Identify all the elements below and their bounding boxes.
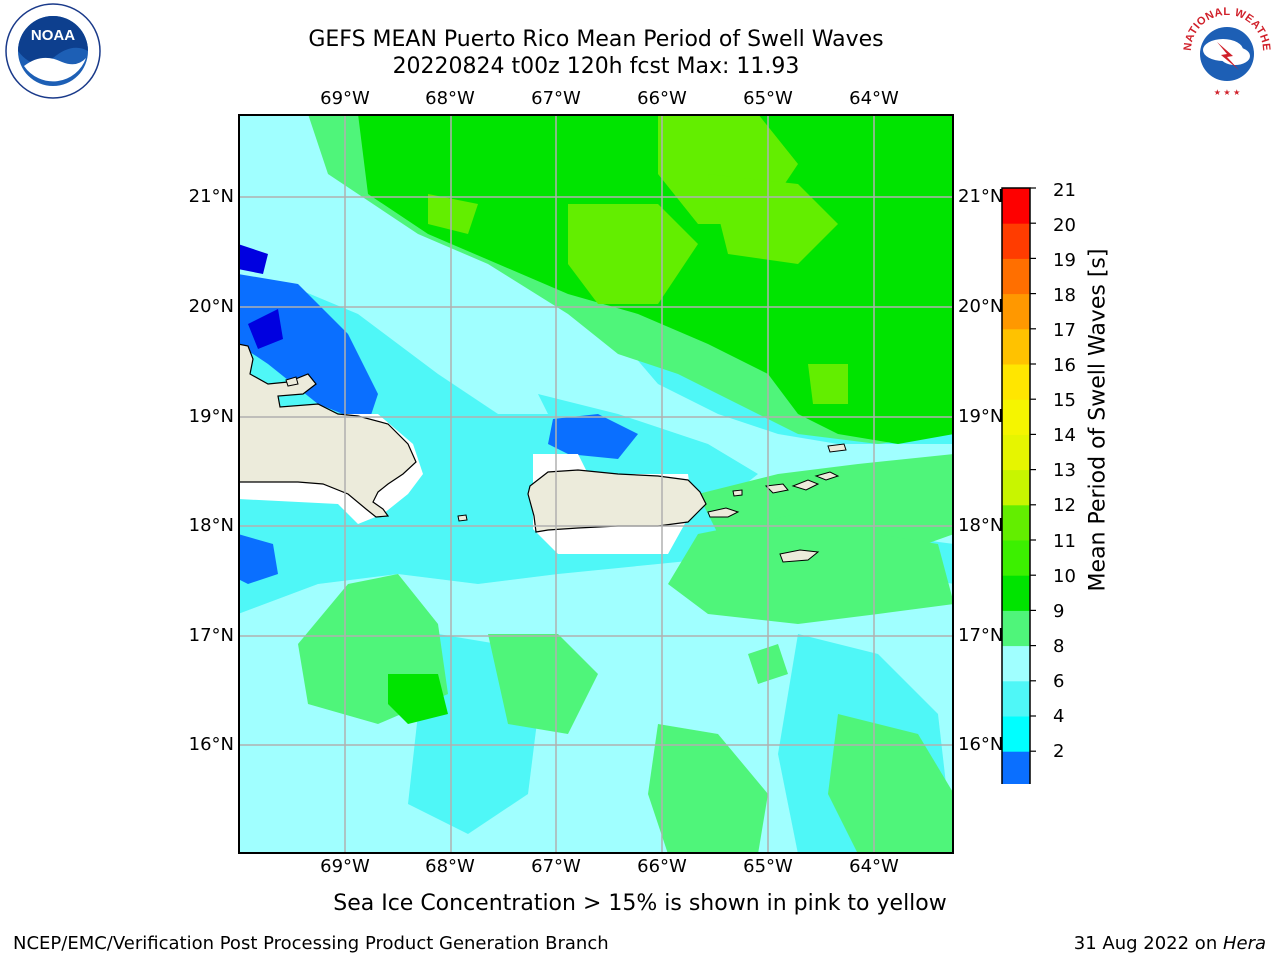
field-11-12 bbox=[568, 204, 698, 304]
lat-label: 21°N bbox=[188, 186, 234, 207]
field-9-10 bbox=[488, 634, 598, 734]
lon-label: 66°W bbox=[637, 856, 687, 877]
lon-label: 68°W bbox=[425, 856, 475, 877]
lon-label: 64°W bbox=[849, 88, 899, 109]
lon-label: 66°W bbox=[637, 88, 687, 109]
land-island bbox=[827, 443, 847, 453]
map-border bbox=[238, 114, 954, 854]
sea-ice-caption: Sea Ice Concentration > 15% is shown in … bbox=[333, 891, 947, 916]
land-hispaniola bbox=[238, 343, 417, 518]
field-2-4 bbox=[238, 534, 278, 584]
lat-label: 18°N bbox=[188, 515, 234, 536]
lon-label: 64°W bbox=[849, 856, 899, 877]
lon-label: 69°W bbox=[320, 856, 370, 877]
noaa-logo-text: NOAA bbox=[31, 27, 75, 44]
lat-label: 19°N bbox=[188, 406, 234, 427]
colorbar-segment bbox=[1002, 399, 1030, 435]
colorbar-segment bbox=[1002, 434, 1030, 471]
field-2-4 bbox=[548, 414, 638, 459]
colorbar-segment bbox=[1002, 504, 1030, 541]
colorbar-tick-label: 4 bbox=[1053, 706, 1065, 727]
footer-date: 31 Aug 2022 on Hera bbox=[1074, 933, 1266, 954]
noaa-logo: NOAA bbox=[5, 3, 101, 99]
lat-label: 18°N bbox=[958, 515, 1004, 536]
colorbar-segment bbox=[1002, 645, 1030, 682]
lat-label: 20°N bbox=[188, 296, 234, 317]
colorbar-segment bbox=[1002, 469, 1030, 506]
lat-label: 21°N bbox=[958, 186, 1004, 207]
colorbar-segment bbox=[1002, 328, 1030, 365]
lat-label: 16°N bbox=[188, 734, 234, 755]
field-9-10 bbox=[668, 514, 954, 624]
land-island bbox=[457, 514, 468, 522]
field-11-12 bbox=[428, 194, 478, 234]
lon-label: 67°W bbox=[531, 856, 581, 877]
land-island bbox=[814, 471, 840, 481]
colorbar-segment bbox=[1002, 258, 1030, 295]
colorbar-tick-label: 18 bbox=[1053, 285, 1076, 306]
graticule bbox=[238, 114, 954, 854]
colorbar-tick-label: 2 bbox=[1053, 741, 1065, 762]
colorbar-tick-label: 19 bbox=[1053, 250, 1076, 271]
lon-label: 65°W bbox=[743, 856, 793, 877]
national-weather-service-logo: NATIONAL WEATHER SERVICE ★ ★ ★ bbox=[1177, 2, 1273, 97]
colorbar-segment bbox=[1002, 223, 1030, 259]
colorbar-segment bbox=[1002, 575, 1030, 611]
colorbar-tick-label: 10 bbox=[1053, 566, 1076, 587]
colorbar-segment bbox=[1002, 364, 1030, 400]
colorbar-tick-label: 17 bbox=[1053, 320, 1076, 341]
lon-label: 67°W bbox=[531, 88, 581, 109]
colorbar-tick-label: 12 bbox=[1053, 495, 1076, 516]
field-0-2 bbox=[238, 244, 268, 274]
lon-label: 65°W bbox=[743, 88, 793, 109]
svg-text:★ ★ ★: ★ ★ ★ bbox=[1214, 88, 1241, 97]
colorbar-title: Mean Period of Swell Waves [s] bbox=[1085, 248, 1111, 592]
field-0-2 bbox=[248, 309, 283, 349]
lon-label: 69°W bbox=[320, 88, 370, 109]
lat-label: 19°N bbox=[958, 406, 1004, 427]
colorbar bbox=[1001, 187, 1036, 784]
footer-branch: NCEP/EMC/Verification Post Processing Pr… bbox=[13, 933, 609, 954]
field-10-11 bbox=[388, 674, 448, 724]
land-island bbox=[285, 376, 299, 387]
colorbar-tick-label: 11 bbox=[1053, 531, 1076, 552]
colorbar-segment bbox=[1002, 188, 1030, 224]
land-puerto-rico bbox=[527, 469, 707, 533]
field-9-10 bbox=[648, 724, 768, 854]
land-island bbox=[732, 489, 743, 497]
land-island bbox=[791, 479, 820, 491]
footer-machine: Hera bbox=[1222, 933, 1266, 954]
lat-label: 16°N bbox=[958, 734, 1004, 755]
lat-label: 17°N bbox=[958, 625, 1004, 646]
colorbar-segment bbox=[1002, 680, 1030, 717]
field-11-12 bbox=[808, 364, 848, 404]
colorbar-tick-label: 6 bbox=[1053, 671, 1065, 692]
colorbar-segment bbox=[1002, 751, 1030, 784]
title-line-2: 20220824 t00z 120h fcst Max: 11.93 bbox=[392, 54, 800, 79]
colorbar-segment bbox=[1002, 610, 1030, 647]
title-line-1: GEFS MEAN Puerto Rico Mean Period of Swe… bbox=[308, 27, 884, 52]
lon-label: 68°W bbox=[425, 88, 475, 109]
colorbar-tick-label: 21 bbox=[1053, 180, 1076, 201]
lat-label: 20°N bbox=[958, 296, 1004, 317]
land-island bbox=[764, 483, 789, 494]
colorbar-tick-label: 14 bbox=[1053, 425, 1076, 446]
colorbar-tick-label: 20 bbox=[1053, 215, 1076, 236]
colorbar-tick-label: 15 bbox=[1053, 390, 1076, 411]
swell-period-map bbox=[238, 114, 954, 854]
colorbar-segment bbox=[1002, 293, 1030, 330]
colorbar-tick-label: 16 bbox=[1053, 355, 1076, 376]
colorbar-segment bbox=[1002, 716, 1030, 752]
land-island bbox=[707, 507, 740, 518]
land-island bbox=[779, 549, 820, 563]
field-9-10 bbox=[828, 714, 954, 854]
colorbar-tick-label: 13 bbox=[1053, 460, 1076, 481]
colorbar-segment bbox=[1002, 540, 1030, 576]
footer-date-text: 31 Aug 2022 on bbox=[1073, 933, 1223, 954]
lat-label: 17°N bbox=[188, 625, 234, 646]
colorbar-frame bbox=[1001, 187, 1031, 784]
colorbar-tick-label: 9 bbox=[1053, 601, 1065, 622]
colorbar-tick-label: 8 bbox=[1053, 636, 1065, 657]
